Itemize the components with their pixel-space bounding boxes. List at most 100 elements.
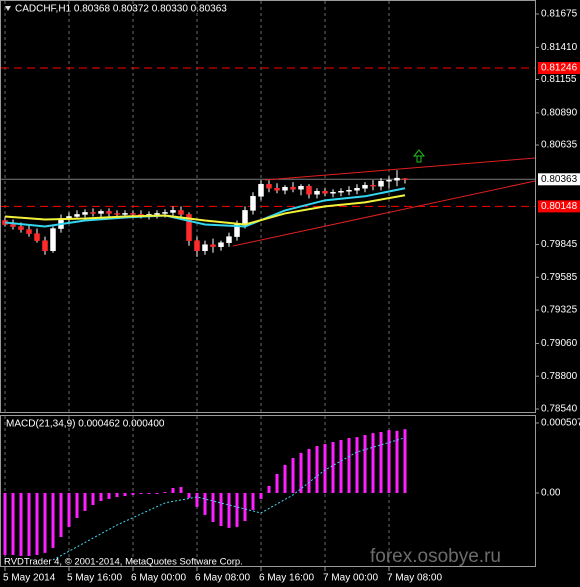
x-tick-label: 6 May 16:00 bbox=[259, 573, 314, 584]
candle-body bbox=[346, 190, 352, 192]
macd-pane-frame bbox=[0, 415, 536, 567]
candle-body bbox=[194, 240, 200, 251]
histogram-bar bbox=[403, 429, 407, 493]
histogram-bar bbox=[203, 492, 207, 515]
candle-body bbox=[250, 196, 256, 211]
main-pane-frame bbox=[0, 0, 536, 413]
candle-body bbox=[354, 187, 360, 191]
histogram-bar bbox=[251, 492, 255, 510]
candle-body bbox=[306, 185, 312, 195]
candle-body bbox=[218, 242, 224, 247]
histogram-bar bbox=[379, 431, 383, 493]
y-tick-label: 0.79585 bbox=[541, 272, 578, 283]
chart-title: CADCHF,H1 0.80368 0.80372 0.80330 0.8036… bbox=[15, 4, 227, 15]
histogram-bar bbox=[59, 492, 63, 538]
histogram-bar bbox=[355, 437, 359, 493]
histogram-bar bbox=[107, 492, 111, 499]
histogram-bar bbox=[323, 443, 327, 493]
histogram-bar bbox=[331, 442, 335, 493]
x-tick-label: 7 May 00:00 bbox=[323, 573, 378, 584]
candle-body bbox=[298, 185, 304, 190]
y-tick-label: 0.80635 bbox=[541, 140, 578, 151]
y-tick-label: 0.80890 bbox=[541, 108, 578, 119]
histogram-bar bbox=[187, 492, 191, 498]
histogram-bar bbox=[227, 492, 231, 528]
candle-body bbox=[290, 186, 296, 190]
histogram-bar bbox=[19, 492, 23, 556]
histogram-bar bbox=[43, 492, 47, 553]
title-icon bbox=[5, 6, 11, 11]
candle-body bbox=[10, 224, 16, 227]
histogram-bar bbox=[387, 430, 391, 493]
candle-body bbox=[26, 229, 32, 234]
moving-average bbox=[4, 194, 406, 226]
histogram-bar bbox=[147, 492, 151, 494]
candle-body bbox=[114, 213, 120, 215]
histogram-bar bbox=[291, 458, 295, 493]
y-tick-label: 0.79325 bbox=[541, 305, 578, 316]
x-tick-label: 5 May 2014 bbox=[3, 573, 56, 584]
y-tick-label: 0.00 bbox=[541, 488, 561, 499]
histogram-bar bbox=[75, 492, 79, 518]
histogram-bar bbox=[131, 492, 135, 495]
histogram-bar bbox=[347, 438, 351, 493]
y-tick-label: 0.78540 bbox=[541, 404, 578, 415]
histogram-bar bbox=[99, 492, 103, 501]
candle-body bbox=[378, 180, 384, 187]
y-tick-label: 0.79845 bbox=[541, 239, 578, 250]
candle-body bbox=[122, 213, 128, 215]
histogram-bar bbox=[35, 492, 39, 555]
candle-body bbox=[170, 210, 176, 213]
candle-body bbox=[362, 184, 368, 189]
x-tick-label: 7 May 08:00 bbox=[387, 573, 442, 584]
candle-body bbox=[82, 212, 88, 215]
histogram-bar bbox=[139, 492, 143, 494]
level-label: 0.80148 bbox=[541, 201, 578, 212]
candle-body bbox=[18, 226, 24, 230]
candle-body bbox=[394, 177, 400, 181]
trend-line bbox=[232, 180, 536, 247]
histogram-bar bbox=[339, 439, 343, 493]
candle-body bbox=[210, 244, 216, 247]
candle-body bbox=[50, 228, 56, 251]
candle-body bbox=[242, 210, 248, 225]
y-tick-label: 0.81410 bbox=[541, 42, 578, 53]
histogram-bar bbox=[371, 433, 375, 493]
y-tick-label: 0.000507 bbox=[541, 418, 580, 429]
candle-body bbox=[274, 187, 280, 191]
histogram-bar bbox=[123, 492, 127, 497]
candle-body bbox=[106, 211, 112, 214]
current-price-label: 0.80363 bbox=[541, 174, 578, 185]
marks bbox=[1, 1, 539, 571]
candle-body bbox=[322, 191, 328, 194]
histogram-bar bbox=[51, 492, 55, 548]
footer: RVDTrader 4, © 2001-2014, MetaQuotes Sof… bbox=[4, 557, 243, 568]
x-tick-label: 6 May 00:00 bbox=[131, 573, 186, 584]
histogram-bar bbox=[91, 492, 95, 505]
candle-body bbox=[154, 213, 160, 215]
histogram-bar bbox=[27, 492, 31, 556]
histogram-bar bbox=[115, 492, 119, 497]
y-tick-label: 0.81675 bbox=[541, 9, 578, 20]
candle-body bbox=[42, 240, 48, 251]
histogram-bar bbox=[283, 464, 287, 493]
candle-body bbox=[90, 212, 96, 214]
moving-average bbox=[4, 187, 406, 228]
candle-body bbox=[402, 178, 408, 180]
histogram-bar bbox=[11, 492, 15, 555]
candle-body bbox=[282, 186, 288, 191]
histogram-bar bbox=[219, 492, 223, 526]
candle-body bbox=[226, 236, 232, 243]
level-label: 0.81246 bbox=[541, 63, 578, 74]
histogram-bar bbox=[315, 446, 319, 493]
histogram-bar bbox=[83, 492, 87, 511]
histogram-bar bbox=[235, 492, 239, 527]
histogram-bar bbox=[67, 492, 71, 527]
candle-body bbox=[34, 233, 40, 241]
histogram-bar bbox=[275, 473, 279, 493]
candle-body bbox=[186, 214, 192, 241]
candle-body bbox=[330, 192, 336, 194]
histogram-bar bbox=[171, 488, 175, 493]
